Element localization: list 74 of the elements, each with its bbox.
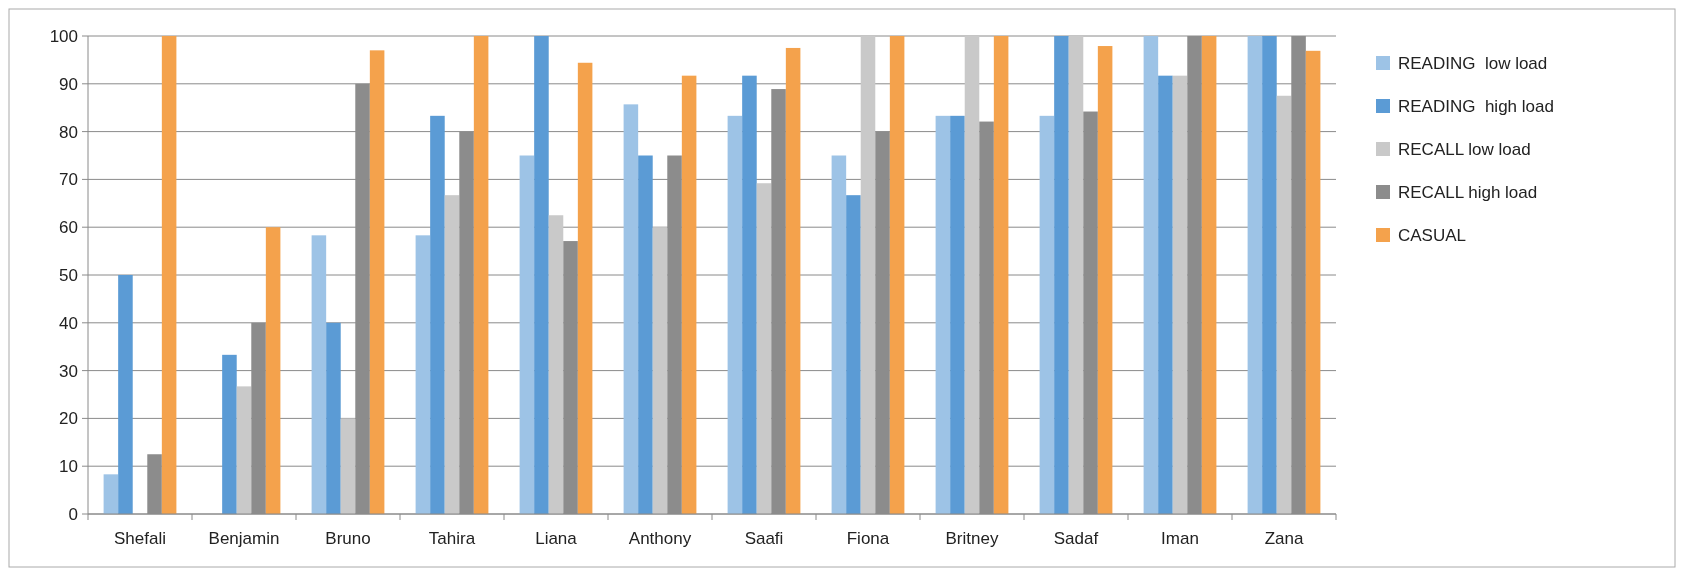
legend-label: READING high load	[1398, 96, 1554, 116]
x-tick-label: Shefali	[114, 529, 166, 548]
bar	[1068, 36, 1084, 514]
bar	[950, 115, 965, 514]
bar	[577, 62, 593, 514]
x-tick-label: Benjamin	[208, 529, 280, 548]
bar	[415, 235, 431, 514]
x-tick-label: Zana	[1264, 529, 1304, 548]
x-tick-label: Tahira	[428, 529, 476, 548]
y-tick-label: 50	[59, 265, 78, 285]
y-tick-label: 10	[59, 457, 78, 477]
bar	[444, 195, 460, 514]
bar	[727, 115, 743, 514]
bar	[1039, 115, 1055, 514]
bar	[964, 36, 980, 514]
bar	[236, 386, 252, 514]
y-tick-label: 90	[59, 74, 78, 94]
x-tick-label: Fiona	[846, 529, 890, 548]
bar	[1262, 36, 1277, 514]
bar	[623, 104, 639, 514]
bar	[1247, 36, 1263, 514]
y-tick-label: 60	[59, 218, 78, 238]
bar	[118, 275, 133, 514]
y-tick-label: 20	[59, 409, 78, 429]
bar	[846, 195, 861, 514]
bar	[519, 155, 535, 514]
bar	[756, 183, 772, 514]
bar	[1097, 46, 1113, 514]
y-tick-label: 40	[59, 313, 78, 333]
legend-label: RECALL high load	[1398, 182, 1538, 202]
bar	[265, 227, 281, 514]
x-tick-label: Iman	[1161, 529, 1199, 548]
y-tick-label: 100	[49, 26, 78, 46]
x-tick-label: Britney	[945, 529, 999, 548]
bar	[742, 75, 757, 514]
bar	[103, 474, 119, 514]
bar	[161, 36, 177, 514]
bar	[326, 322, 341, 514]
bar	[831, 155, 847, 514]
bar	[889, 36, 905, 514]
y-tick-label: 80	[59, 122, 78, 142]
bar	[534, 36, 549, 514]
x-tick-label: Saafi	[744, 529, 784, 548]
legend-label: CASUAL	[1398, 225, 1467, 245]
bar	[1143, 36, 1159, 514]
bar	[681, 75, 697, 514]
y-tick-label: 30	[59, 361, 78, 381]
x-tick-label: Bruno	[325, 529, 371, 548]
bar	[860, 36, 876, 514]
bar	[638, 155, 653, 514]
bar	[222, 354, 237, 514]
bar	[340, 418, 356, 514]
bar	[935, 115, 951, 514]
bar	[652, 227, 668, 514]
y-tick-label: 70	[59, 170, 78, 190]
bar	[785, 47, 801, 514]
bar	[993, 36, 1009, 514]
bar	[1305, 50, 1321, 514]
bar	[548, 215, 564, 514]
x-tick-label: Sadaf	[1053, 529, 1099, 548]
bar	[1158, 75, 1173, 514]
bar	[1276, 95, 1292, 514]
bar	[311, 235, 327, 514]
legend-label: RECALL low load	[1398, 139, 1531, 159]
x-tick-label: Liana	[535, 529, 578, 548]
bar	[1201, 36, 1217, 514]
x-tick-label: Anthony	[628, 529, 692, 548]
legend-label: READING low load	[1398, 53, 1548, 73]
bar	[430, 115, 445, 514]
bar	[369, 50, 385, 514]
bar	[1172, 75, 1188, 514]
bar	[473, 36, 489, 514]
bar	[1054, 36, 1069, 514]
y-tick-label: 0	[68, 504, 78, 524]
